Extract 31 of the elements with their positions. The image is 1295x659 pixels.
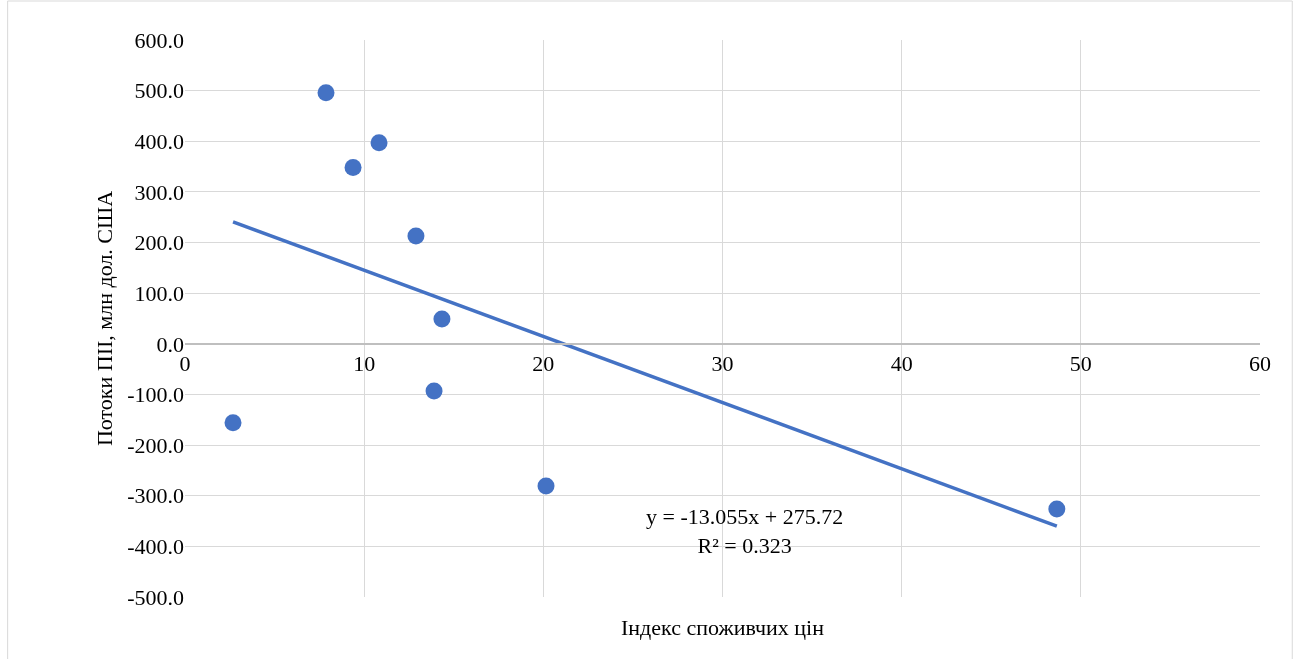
x-tick-label: 50 (1069, 350, 1092, 376)
x-axis-title: Індекс споживчих цін (621, 615, 825, 640)
y-tick-label: 400.0 (134, 128, 184, 154)
point (344, 159, 362, 177)
point (407, 227, 425, 245)
annotation: R² = 0.323 (697, 532, 792, 558)
y-tick-label: 300.0 (134, 179, 184, 205)
y-tick-label: 0.0 (156, 331, 184, 357)
y-axis-title: Потоки ПІІ, млн дол. США (91, 190, 117, 447)
point (433, 310, 451, 328)
y-tick-label: -400.0 (127, 534, 184, 560)
y-tick-label: 500.0 (134, 78, 184, 104)
point (224, 414, 242, 432)
y-tick-label: 200.0 (134, 230, 184, 256)
annotation: y = -13.055x + 275.72 (646, 504, 844, 529)
y-tick-label: 100.0 (134, 280, 184, 306)
point (425, 382, 443, 400)
point (370, 134, 388, 152)
y-tick-label: -300.0 (127, 483, 184, 509)
y-tick-label: -500.0 (127, 584, 184, 610)
point (317, 84, 335, 102)
x-tick-label: 40 (890, 350, 913, 376)
y-tick-label: -200.0 (127, 432, 184, 458)
point (537, 477, 555, 495)
y-tick-label: -100.0 (127, 382, 184, 408)
x-tick-label: 60 (1249, 350, 1271, 376)
x-tick-label: 30 (711, 350, 734, 376)
y-tick-label: 600.0 (134, 27, 184, 53)
x-tick-label: 20 (532, 350, 555, 376)
point (1048, 500, 1066, 518)
x-tick-label: 10 (353, 350, 376, 376)
